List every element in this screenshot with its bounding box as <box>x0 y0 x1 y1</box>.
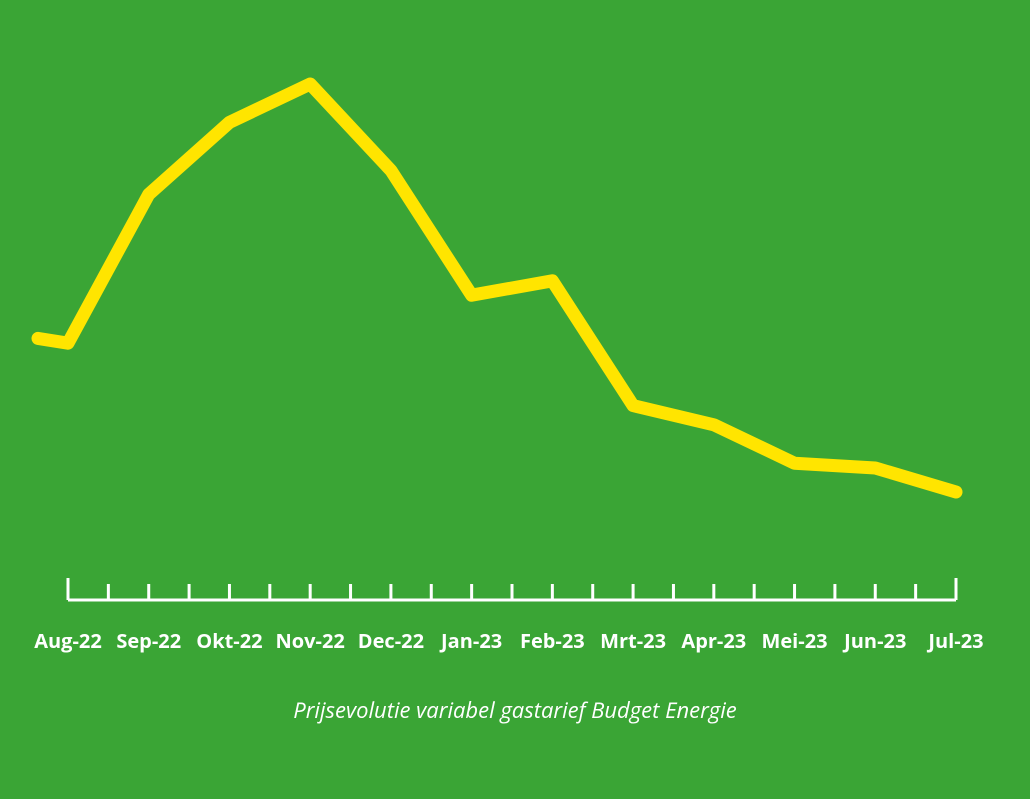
x-axis-label: Dec-22 <box>358 627 424 654</box>
x-axis-label: Apr-23 <box>681 627 746 654</box>
chart-background <box>0 0 1030 799</box>
x-axis-label: Jul-23 <box>926 627 983 654</box>
x-axis-label: Sep-22 <box>116 627 181 654</box>
x-axis-label: Okt-22 <box>196 627 262 654</box>
price-evolution-chart: Aug-22 Sep-22 Okt-22 Nov-22 Dec-22 Jan-23 Feb-… <box>0 0 1030 799</box>
x-axis-label: Nov-22 <box>276 627 345 654</box>
chart-caption: Prijsevolutie variabel gastarief Budget … <box>293 695 737 725</box>
x-axis-label: Mrt-23 <box>600 627 666 654</box>
chart-svg: Aug-22 Sep-22 Okt-22 Nov-22 Dec-22 Jan-23 Feb-… <box>0 0 1030 799</box>
x-axis-label: Feb-23 <box>520 627 585 654</box>
x-axis-label: Jun-23 <box>842 627 906 654</box>
x-axis-label: Aug-22 <box>34 627 102 654</box>
x-axis-label: Mei-23 <box>761 627 827 654</box>
x-axis-label: Jan-23 <box>439 627 502 654</box>
